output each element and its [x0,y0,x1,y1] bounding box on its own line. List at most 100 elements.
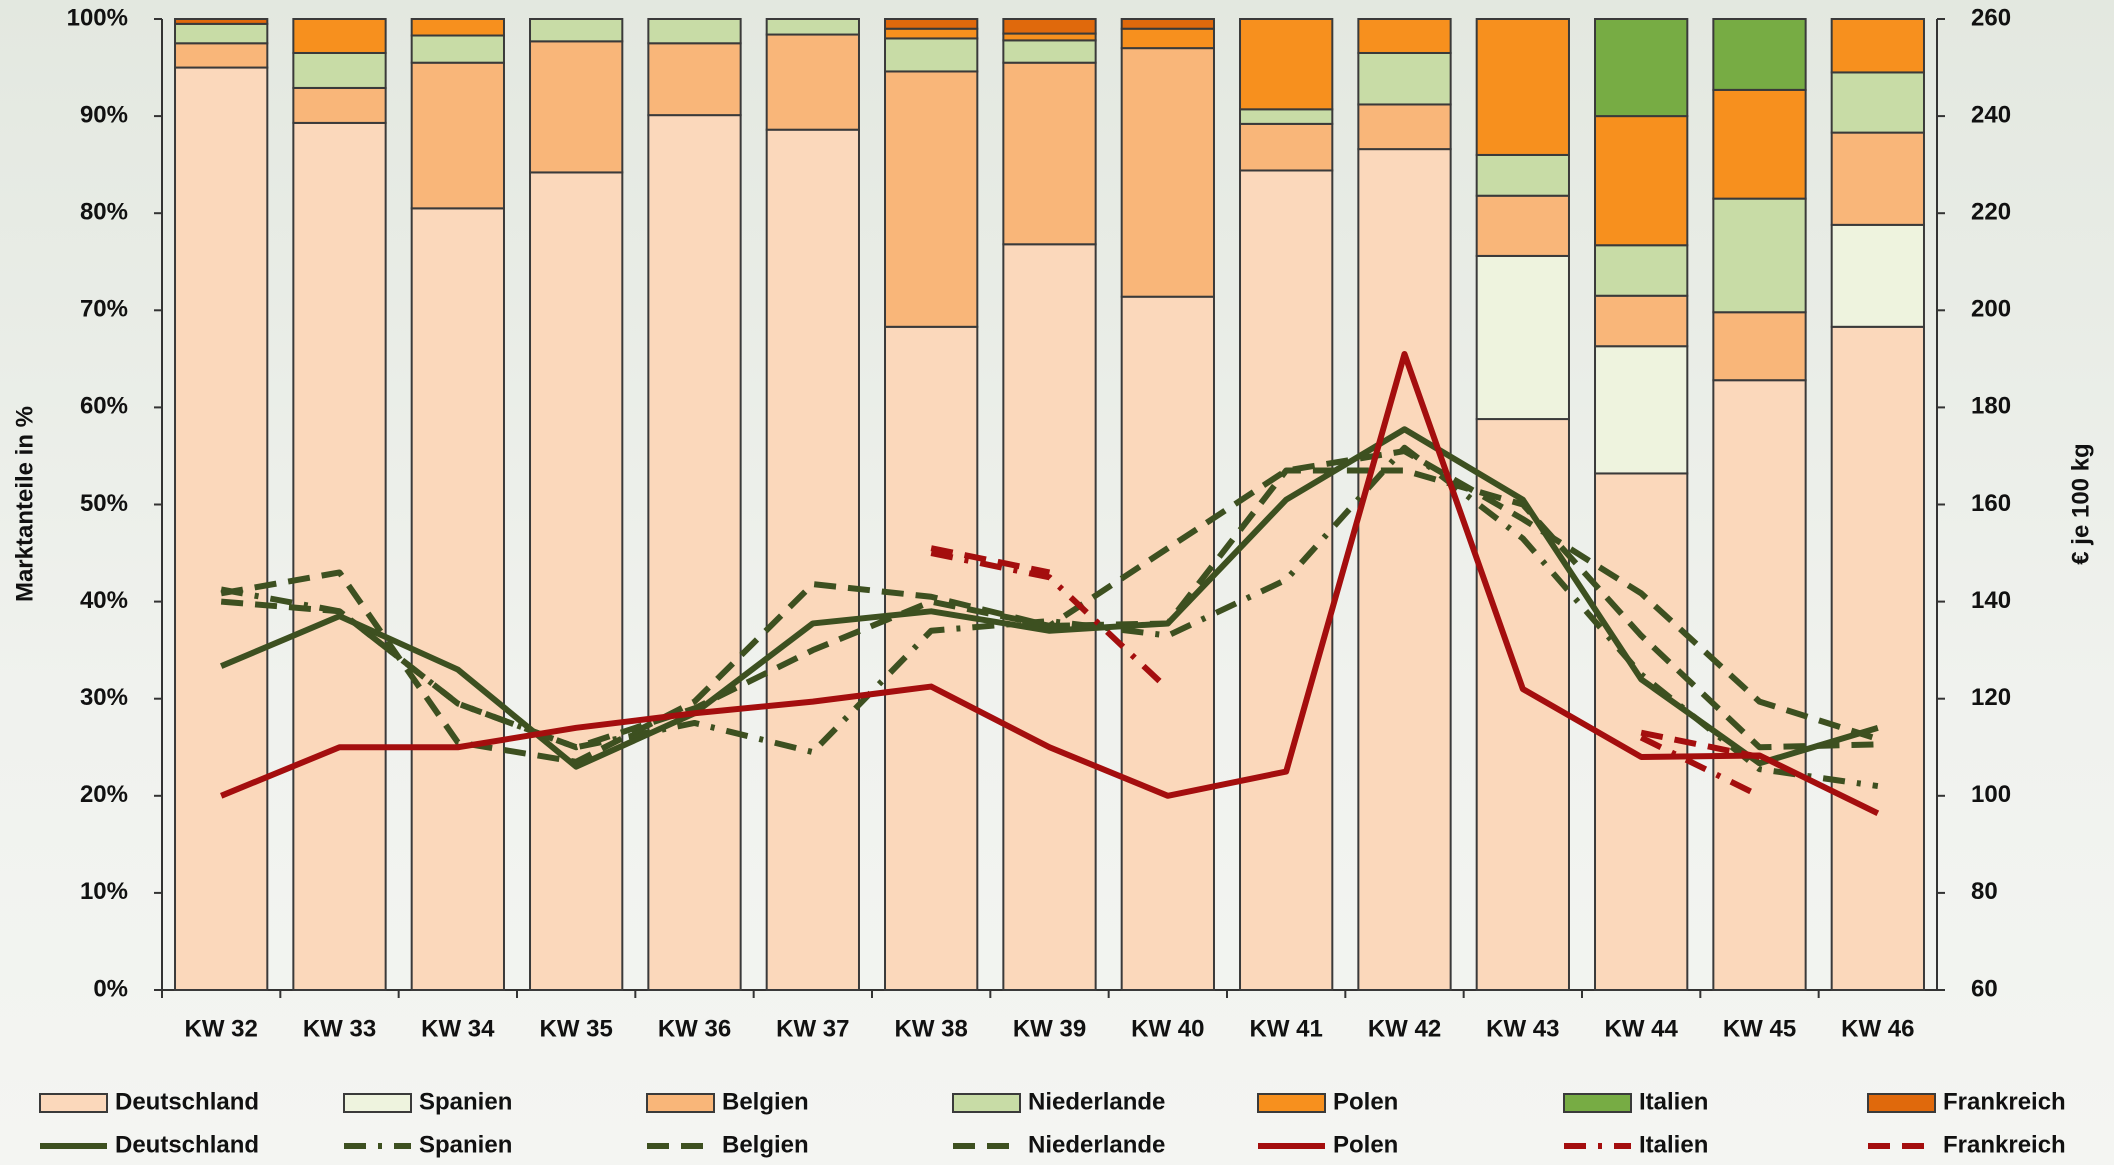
line-series [1640,729,1761,760]
y-tick-label: 30% [80,684,128,711]
bar-segment [1594,244,1689,297]
bar-segment [174,18,269,25]
legend-swatch [1257,1093,1326,1113]
bar-segment [1002,39,1097,64]
x-tick-label: KW 37 [776,1015,849,1042]
bar-segment [765,18,860,36]
legend-label: Belgien [722,1131,809,1158]
y-axis-label: Marktanteile in % [11,406,38,602]
bar-segment [410,18,505,37]
bar-segment [647,42,742,117]
bar-segment [1002,61,1097,246]
bar-segment [1475,194,1570,257]
bar-segment [884,325,979,991]
bar-segment [765,128,860,992]
y-tick-label: 80% [80,199,128,226]
y2-tick-label: 260 [1971,4,2011,31]
bar-segment [1830,71,1925,134]
line-series [220,350,1880,816]
bar-segment [1712,379,1807,992]
y2-tick-label: 180 [1971,393,2011,420]
line-series [930,550,1170,692]
legend-label: Frankreich [1943,1131,2066,1158]
legend-swatch [1867,1093,1936,1113]
x-tick-label: KW 39 [1013,1015,1086,1042]
x-tick-label: KW 33 [303,1015,376,1042]
bar-segment [529,171,624,991]
x-tick-label: KW 42 [1368,1015,1441,1042]
bar-segment [1830,18,1925,74]
legend-label: Niederlande [1028,1088,1165,1115]
bar-segment [410,207,505,992]
legend-label: Italien [1639,1088,1708,1115]
bar-segment [1594,345,1689,475]
x-tick-label: KW 46 [1841,1015,1914,1042]
bar-segment [292,86,387,124]
legend-swatch [952,1093,1021,1113]
bar-segment [1475,153,1570,197]
bar-segment [1357,18,1452,54]
legend-label: Polen [1333,1131,1398,1158]
y2-tick-label: 60 [1971,975,1998,1002]
bar-segment [292,121,387,992]
bar-segment [1120,295,1215,991]
bar-segment [647,114,742,991]
y2-tick-label: 80 [1971,878,1998,905]
y2-tick-label: 160 [1971,490,2011,517]
bar-segment [1830,131,1925,226]
y-tick-label: 50% [80,490,128,517]
legend-swatch [1563,1093,1632,1113]
bar-segment [1357,103,1452,151]
bar-segment [1830,325,1925,991]
bar-segment [1002,32,1097,42]
bar-segment [410,61,505,210]
x-tick-label: KW 41 [1249,1015,1322,1042]
bar-segment [1712,18,1807,91]
y-tick-label: 10% [80,878,128,905]
bar-segment [1594,18,1689,118]
y-tick-label: 90% [80,101,128,128]
legend-label: Deutschland [115,1088,259,1115]
y-tick-label: 20% [80,781,128,808]
bar-segment [1239,169,1334,991]
legend-label: Deutschland [115,1131,259,1158]
bar-segment [884,18,979,30]
bar-segment [529,18,624,43]
legend-label: Polen [1333,1088,1398,1115]
bar-segment [1002,18,1097,35]
y-tick-label: 60% [80,393,128,420]
bar-segment [292,51,387,89]
line-series [1639,734,1761,799]
bar-segment [884,27,979,40]
bar-segment [1475,254,1570,421]
bar-segment [174,66,269,992]
bar-segment [1712,88,1807,200]
bar-segment [1357,51,1452,106]
bar-segment [410,34,505,64]
legend-label: Belgien [722,1088,809,1115]
y-tick-label: 0% [93,975,128,1002]
y2-tick-label: 240 [1971,101,2011,128]
x-tick-label: KW 35 [539,1015,612,1042]
bar-segment [647,18,742,45]
y2-tick-label: 220 [1971,199,2011,226]
y2-axis-label: € je 100 kg [2067,443,2094,564]
bar-segment [1357,148,1452,991]
x-tick-label: KW 36 [658,1015,731,1042]
bar-segment [884,37,979,73]
bar-segment [292,18,387,54]
y2-tick-label: 120 [1971,684,2011,711]
y2-tick-label: 200 [1971,296,2011,323]
x-tick-label: KW 43 [1486,1015,1559,1042]
legend-label: Spanien [419,1088,512,1115]
bar-segment [1594,294,1689,348]
bar-segment [1594,472,1689,992]
y-tick-label: 40% [80,587,128,614]
y2-tick-label: 100 [1971,781,2011,808]
bar-segment [1712,197,1807,314]
legend-swatch [343,1093,412,1113]
bar-segment [174,22,269,45]
bar-segment [1120,18,1215,30]
bar-segment [1120,47,1215,298]
